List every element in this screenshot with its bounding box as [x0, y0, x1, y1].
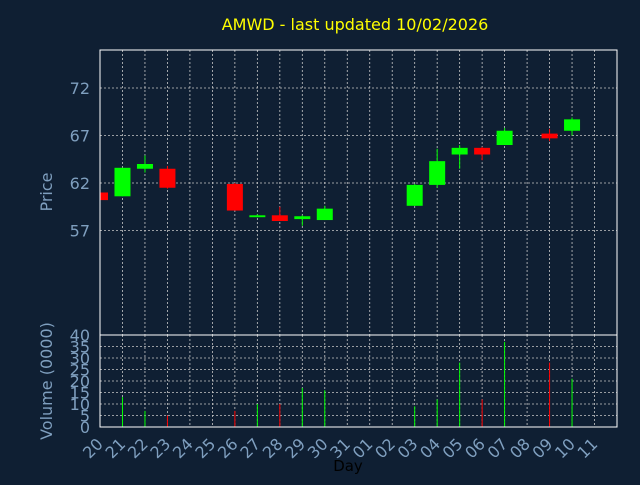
price-axis-label: Price — [37, 172, 56, 211]
candle-body — [429, 161, 446, 185]
volume-tick-label: 15 — [70, 384, 90, 403]
candle-body — [316, 208, 333, 221]
volume-tick-label: 10 — [70, 395, 90, 414]
price-tick-labels: 57 62 67 72 — [70, 79, 90, 241]
volume-tick-label: 25 — [70, 361, 90, 380]
price-candles — [99, 117, 581, 226]
volume-panel-frame — [99, 334, 618, 428]
candle-body — [406, 184, 423, 206]
candle-body — [136, 164, 153, 169]
candle-body — [541, 133, 558, 139]
candle-body — [114, 167, 131, 197]
candle-body — [496, 130, 513, 145]
candle-body — [271, 215, 288, 221]
volume-bars — [121, 341, 573, 427]
price-tick-label: 67 — [70, 127, 90, 146]
volume-tick-label: 20 — [70, 372, 90, 391]
day-axis-label: Day — [333, 457, 363, 475]
volume-tick-label: 30 — [70, 349, 90, 368]
volume-tick-label: 35 — [70, 338, 90, 357]
price-tick-label: 72 — [70, 79, 90, 98]
candle-body — [564, 119, 581, 131]
candle-body — [226, 183, 243, 211]
volume-tick-label: 0 — [80, 418, 90, 437]
candle-body — [474, 147, 491, 155]
price-gridlines — [100, 50, 617, 335]
volume-axis-label: Volume (0000) — [37, 322, 56, 440]
candle-body — [100, 192, 108, 201]
candle-body — [249, 215, 266, 218]
candle-body — [294, 216, 311, 220]
volume-tick-label: 40 — [70, 326, 90, 345]
price-tick-label: 62 — [70, 174, 90, 193]
price-tick-label: 57 — [70, 222, 90, 241]
chart-title: AMWD - last updated 10/02/2026 — [222, 15, 489, 34]
candle-body — [159, 168, 176, 188]
volume-tick-label: 5 — [80, 407, 90, 426]
candle-body — [451, 147, 468, 155]
